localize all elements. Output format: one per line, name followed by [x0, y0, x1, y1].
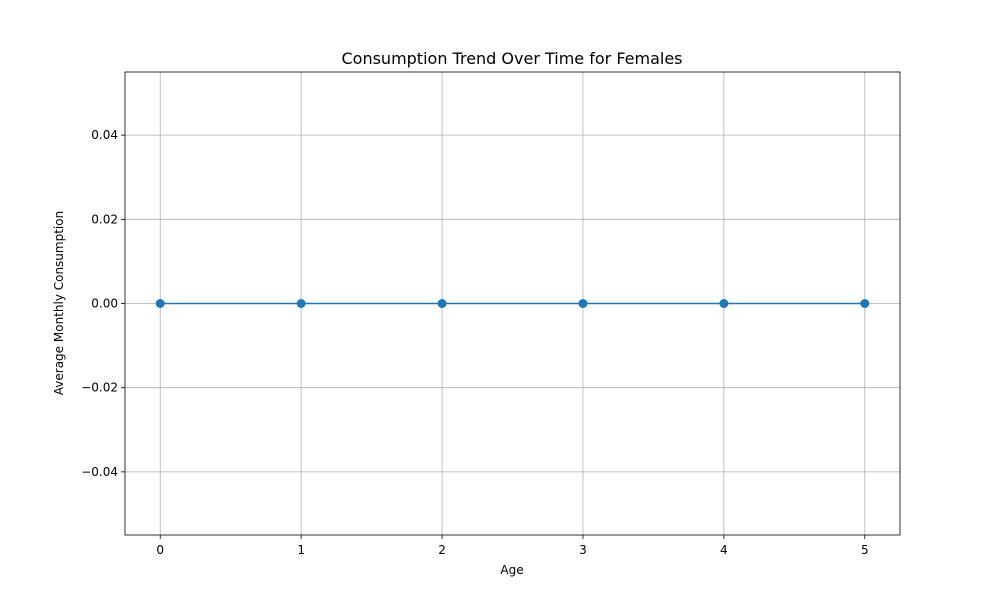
y-tick-label: −0.04	[81, 465, 118, 479]
y-tick-label: −0.02	[81, 381, 118, 395]
y-tick-label: 0.04	[91, 128, 118, 142]
x-tick-label: 2	[438, 543, 446, 557]
data-point	[437, 299, 447, 308]
x-tick-label: 1	[297, 543, 305, 557]
x-tick-label: 4	[720, 543, 728, 557]
data-point	[578, 299, 588, 308]
data-point	[719, 299, 729, 308]
data-point	[860, 299, 870, 308]
series	[155, 299, 870, 308]
y-tick-label: 0.00	[91, 297, 118, 311]
x-tick-label: 0	[156, 543, 164, 557]
data-point	[155, 299, 165, 308]
y-axis-label: Average Monthly Consumption	[52, 211, 66, 395]
chart-title: Consumption Trend Over Time for Females	[341, 49, 682, 68]
axes: 0 1 2 3 4 5 −0.04 −0.02 0.00 0.02 0.04	[81, 71, 901, 557]
x-axis-label: Age	[500, 563, 523, 577]
x-tick-label: 5	[861, 543, 869, 557]
plot-frame	[124, 71, 901, 536]
x-tick-label: 3	[579, 543, 587, 557]
y-tick-label: 0.02	[91, 212, 118, 226]
data-point	[296, 299, 306, 308]
